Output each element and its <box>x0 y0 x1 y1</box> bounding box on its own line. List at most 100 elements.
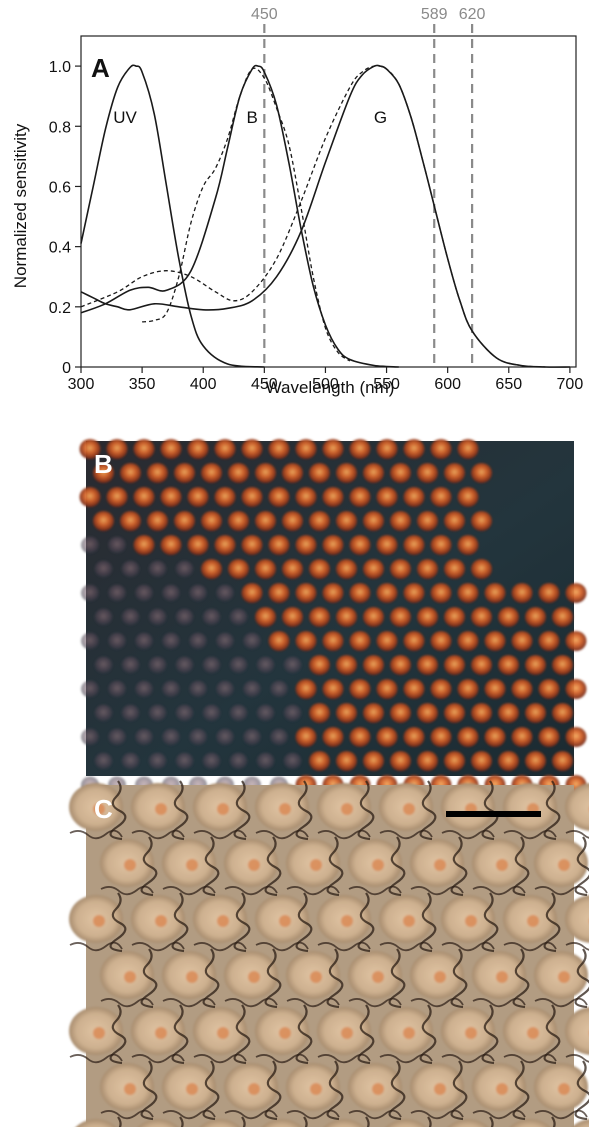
pigment-vein <box>450 836 468 897</box>
facet-center <box>93 1027 105 1039</box>
facet-center <box>217 803 229 815</box>
ommatidium <box>538 583 560 603</box>
ommatidium <box>511 631 533 651</box>
ommatidium <box>295 487 317 507</box>
ommatidium <box>444 559 465 579</box>
ommatidium <box>148 656 167 674</box>
pigment-vein <box>100 997 154 1008</box>
facet-cell <box>75 1119 117 1127</box>
y-tick-label: 0 <box>62 360 71 377</box>
pigment-vein <box>171 892 189 953</box>
pigment-vein <box>543 1004 561 1065</box>
ommatidium <box>81 632 99 650</box>
ommatidium <box>108 584 126 602</box>
series-line-5 <box>80 65 546 368</box>
facet-center <box>558 859 570 871</box>
pigment-vein <box>410 885 464 896</box>
pigment-vein <box>295 1004 313 1065</box>
ommatidium <box>336 607 357 627</box>
ommatidium <box>201 559 222 579</box>
facet-center <box>93 915 105 927</box>
ommatidium <box>121 560 140 578</box>
facet-cell <box>447 1119 489 1127</box>
reference-label-589: 589 <box>421 6 448 23</box>
x-axis-ticks: 300 350 400 450 500 550 600 650 700 <box>68 367 583 393</box>
ommatidium <box>81 584 99 602</box>
pigment-vein <box>131 1053 185 1064</box>
ommatidium <box>309 751 330 771</box>
ommatidium <box>187 487 209 507</box>
pigment-vein <box>534 997 588 1008</box>
ommatidium <box>79 439 101 459</box>
ommatidium <box>256 752 275 770</box>
facet-center <box>558 1083 570 1095</box>
ommatidium <box>270 680 288 698</box>
ommatidium <box>135 728 153 746</box>
pigment-vein <box>317 941 371 952</box>
ommatidium <box>498 607 519 627</box>
curve-label-uv: UV <box>113 108 137 127</box>
pigment-vein <box>379 1053 433 1064</box>
ommatidium <box>229 656 248 674</box>
ommatidium <box>148 560 167 578</box>
ommatidium <box>376 583 398 603</box>
ommatidium <box>228 559 249 579</box>
pigment-vein <box>202 1060 220 1121</box>
ommatidium <box>241 439 263 459</box>
ommatidium <box>336 655 357 675</box>
ommatidium <box>187 439 209 459</box>
facet-center <box>124 859 136 871</box>
ommatidium <box>484 631 506 651</box>
pigment-vein <box>255 941 309 952</box>
ommatidium <box>255 559 276 579</box>
facet-center <box>279 1027 291 1039</box>
ommatidium <box>336 511 357 531</box>
ommatidium <box>457 631 479 651</box>
pigment-vein <box>255 1053 309 1064</box>
facet-center <box>186 971 198 983</box>
facet-center <box>186 859 198 871</box>
facet-center <box>465 1027 477 1039</box>
ommatidium <box>147 511 168 531</box>
ommatidium <box>268 487 290 507</box>
ommatidium <box>444 607 465 627</box>
ommatidium <box>363 463 384 483</box>
facet-center <box>341 915 353 927</box>
pigment-vein <box>388 1060 406 1121</box>
pigment-vein <box>450 1060 468 1121</box>
ommatidium <box>309 607 330 627</box>
ommatidium <box>216 632 234 650</box>
ommatidium <box>175 704 194 722</box>
facet-center <box>341 803 353 815</box>
ommatidium <box>121 752 140 770</box>
facet-cell <box>261 1119 303 1127</box>
ommatidium <box>295 439 317 459</box>
ommatidium <box>175 560 194 578</box>
ommatidium <box>457 679 479 699</box>
ommatidium <box>309 559 330 579</box>
sensitivity-chart: 450 589 620 300 350 400 450 500 550 600 650 700 00… <box>11 6 583 397</box>
ommatidium <box>336 463 357 483</box>
pigment-vein <box>233 892 251 953</box>
pigment-vein <box>441 941 495 952</box>
ommatidium <box>229 704 248 722</box>
facet-center <box>558 971 570 983</box>
pigment-vein <box>450 948 468 1009</box>
ommatidium <box>93 463 114 483</box>
pigment-vein <box>295 780 313 841</box>
ommatidium <box>214 439 236 459</box>
ommatidium <box>270 728 288 746</box>
ommatidium <box>390 751 411 771</box>
pigment-vein <box>379 829 433 840</box>
ommatidium <box>133 487 155 507</box>
ommatidium <box>295 631 317 651</box>
facet-center <box>124 1083 136 1095</box>
ommatidium <box>189 728 207 746</box>
pigment-vein <box>574 948 589 1009</box>
facet-cell <box>565 1007 589 1055</box>
ommatidium <box>309 703 330 723</box>
y-tick-label: 0.6 <box>49 179 71 196</box>
ommatidium <box>108 632 126 650</box>
ommatidium <box>148 752 167 770</box>
ommatidium <box>147 463 168 483</box>
